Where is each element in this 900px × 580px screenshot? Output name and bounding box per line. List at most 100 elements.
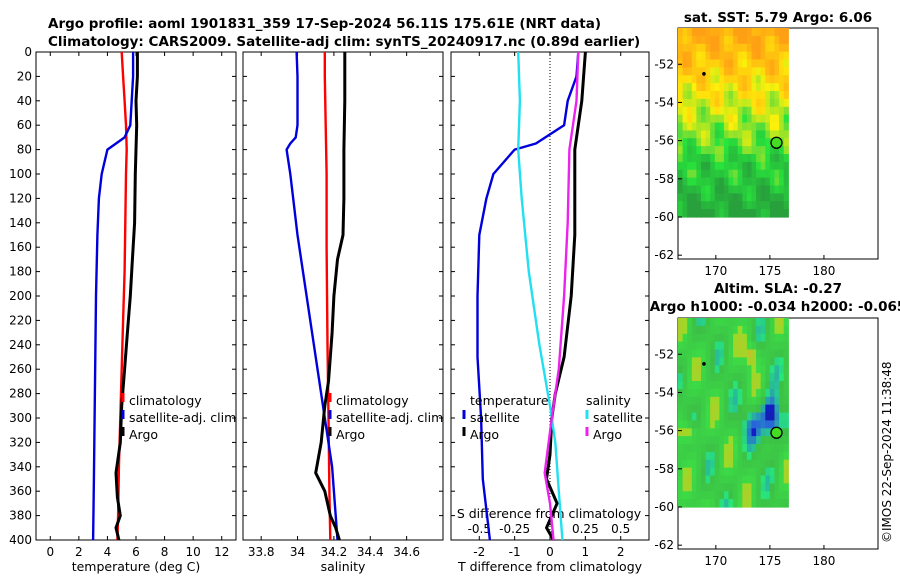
sla-map-cell	[751, 451, 757, 461]
depth-tick-label: 0	[24, 45, 32, 59]
sst-map-cell	[751, 185, 757, 194]
title-line-1: Argo profile: aoml 1901831_359 17-Sep-20…	[48, 16, 601, 32]
sst-map-cell	[783, 154, 789, 163]
sst-map-cell	[774, 146, 780, 155]
sla-map-cell	[783, 404, 789, 414]
sst-map-cell	[701, 75, 707, 84]
sla-map-cell	[705, 467, 711, 477]
sst-map-cell	[710, 35, 716, 45]
sst-map-cell	[774, 130, 780, 139]
sla-map-cell	[723, 420, 730, 429]
sla-map-cell	[760, 341, 766, 351]
sst-map-cell	[682, 28, 688, 37]
sla-map-cell	[746, 459, 753, 469]
sla-map-cell	[765, 373, 771, 382]
sst-map-cell	[774, 106, 780, 116]
sst-map-cell	[756, 201, 762, 210]
sla-map-cell	[719, 333, 725, 343]
sst-map-cell	[746, 201, 753, 210]
sdiff-tick-label: -0.25	[499, 522, 530, 536]
sst-map-cell	[774, 122, 780, 131]
sla-map-cell	[765, 428, 771, 437]
sst-map-cell	[756, 138, 762, 147]
sst-map-cell	[751, 138, 757, 147]
sst-map-cell	[719, 138, 725, 147]
sla-map-cell	[723, 483, 730, 492]
sla-map-cell	[691, 388, 697, 398]
sla-map-cell	[742, 499, 748, 508]
sst-map-cell	[760, 114, 766, 124]
sst-map-cell	[701, 122, 707, 131]
sst-map-cell	[714, 130, 720, 139]
sst-map-cell	[742, 193, 748, 202]
sla-map-cell	[682, 318, 688, 327]
sst-map-cell	[751, 169, 757, 179]
sst-map-cell	[733, 193, 739, 202]
sst-map-cell	[687, 28, 693, 37]
sst-map-cell	[691, 130, 697, 139]
sst-map-cell	[682, 114, 688, 124]
sdiff-tick-label: 0	[546, 522, 554, 536]
sst-map-cell	[696, 185, 702, 194]
sla-map-cell	[769, 388, 776, 398]
sst-map-xtick-label: 180	[812, 264, 835, 278]
sst-map-cell	[783, 138, 789, 147]
sst-map-cell	[723, 185, 730, 194]
sst-map-cell	[742, 91, 748, 100]
sst-map-cell	[714, 98, 720, 108]
sst-map-cell	[774, 161, 780, 171]
sla-map-cell	[719, 349, 725, 358]
sst-map-cell	[687, 75, 693, 84]
sla-map-cell	[714, 318, 720, 327]
sla-map-cell	[769, 483, 776, 492]
sst-map-cell	[701, 154, 707, 163]
sst-map-cell	[705, 83, 711, 92]
sla-map-cell	[728, 467, 734, 477]
sla-map-cell	[769, 412, 776, 421]
sst-map-cell	[756, 98, 762, 108]
sla-map-cell	[723, 365, 730, 374]
sst-map-cell	[756, 122, 762, 131]
sst-map-cell	[760, 28, 766, 37]
sst-map-cell	[714, 169, 720, 179]
sla-map-cell	[774, 491, 780, 500]
sla-map-cell	[756, 333, 762, 343]
sla-map-cell	[742, 467, 748, 477]
sla-map-title: Altim. SLA: -0.27	[714, 281, 842, 297]
difference-series-1	[545, 51, 587, 541]
sst-map-cell	[737, 201, 743, 210]
sla-map-cell	[687, 388, 693, 398]
sst-map-cell	[737, 75, 743, 84]
sla-map-cell	[723, 341, 730, 351]
sst-map-cell	[751, 106, 757, 116]
sst-map-cell	[769, 43, 776, 53]
sla-map-cell	[691, 428, 697, 437]
sst-map-cell	[719, 193, 725, 202]
sla-map-cell	[696, 341, 702, 351]
sst-map-cell	[705, 193, 711, 202]
sla-map-cell	[701, 467, 707, 477]
sst-map-cell	[710, 138, 716, 147]
sst-map-cell	[714, 122, 720, 131]
sla-map-cell	[746, 451, 753, 461]
sla-map-cell	[783, 318, 789, 327]
sst-map-cell	[696, 98, 702, 108]
sst-map-cell	[687, 67, 693, 76]
sst-map-cell	[710, 43, 716, 53]
sla-map-cell	[774, 467, 780, 477]
sla-map-cell	[705, 420, 711, 429]
sla-map-cell	[678, 396, 684, 406]
sla-map-cell	[728, 412, 734, 421]
sst-map-cell	[682, 177, 688, 187]
sst-map-cell	[779, 91, 785, 100]
sla-map-cell	[746, 412, 753, 421]
sst-map-cell	[678, 83, 684, 92]
sla-map-cell	[714, 428, 720, 437]
sla-map-cell	[678, 381, 684, 390]
sst-map-cell	[733, 106, 739, 116]
sla-map-cell	[733, 467, 739, 477]
sst-map-cell	[737, 51, 743, 61]
sla-map-cell	[733, 436, 739, 445]
sst-map-cell	[687, 161, 693, 171]
sst-map-cell	[737, 114, 743, 124]
